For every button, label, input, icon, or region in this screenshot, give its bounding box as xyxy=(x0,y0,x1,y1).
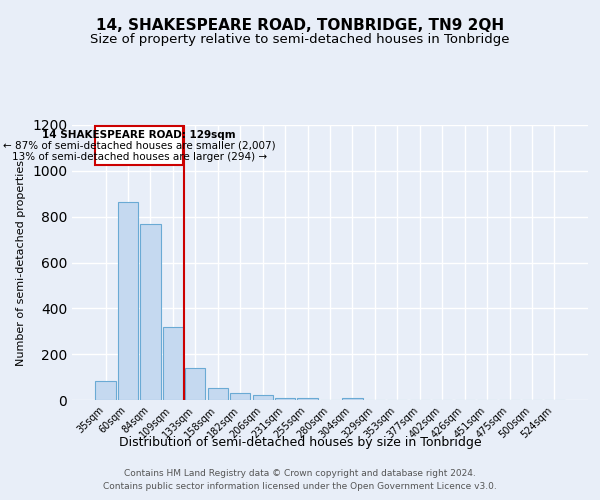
Text: 14 SHAKESPEARE ROAD: 129sqm: 14 SHAKESPEARE ROAD: 129sqm xyxy=(43,130,236,140)
Bar xyxy=(140,224,161,400)
Y-axis label: Number of semi-detached properties: Number of semi-detached properties xyxy=(16,160,26,366)
Bar xyxy=(118,202,138,400)
Text: Contains public sector information licensed under the Open Government Licence v3: Contains public sector information licen… xyxy=(103,482,497,491)
Bar xyxy=(185,368,205,400)
Text: Size of property relative to semi-detached houses in Tonbridge: Size of property relative to semi-detach… xyxy=(90,32,510,46)
Text: 14, SHAKESPEARE ROAD, TONBRIDGE, TN9 2QH: 14, SHAKESPEARE ROAD, TONBRIDGE, TN9 2QH xyxy=(96,18,504,32)
Bar xyxy=(230,393,250,400)
Text: Distribution of semi-detached houses by size in Tonbridge: Distribution of semi-detached houses by … xyxy=(119,436,481,449)
Bar xyxy=(95,381,116,400)
Text: Contains HM Land Registry data © Crown copyright and database right 2024.: Contains HM Land Registry data © Crown c… xyxy=(124,469,476,478)
Bar xyxy=(253,395,273,400)
FancyBboxPatch shape xyxy=(95,126,183,165)
Bar xyxy=(298,398,317,400)
Bar xyxy=(163,326,183,400)
Text: 13% of semi-detached houses are larger (294) →: 13% of semi-detached houses are larger (… xyxy=(11,152,267,162)
Bar xyxy=(343,398,362,400)
Text: ← 87% of semi-detached houses are smaller (2,007): ← 87% of semi-detached houses are smalle… xyxy=(3,140,275,150)
Bar xyxy=(208,388,228,400)
Bar xyxy=(275,398,295,400)
